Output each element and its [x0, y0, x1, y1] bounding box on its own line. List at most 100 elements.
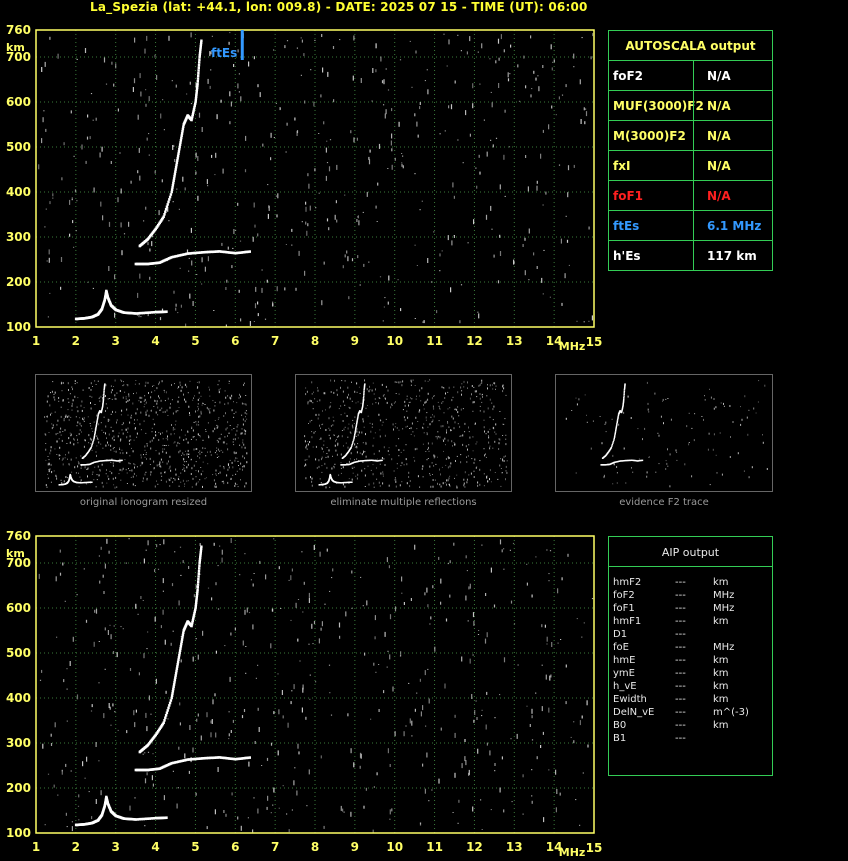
thumb-noise — [449, 475, 451, 477]
thumb-noise — [352, 468, 354, 469]
trace-point — [148, 817, 151, 820]
thumb-noise — [306, 448, 308, 450]
thumb-noise — [198, 381, 200, 384]
thumb-noise — [305, 477, 307, 480]
thumb-noise — [64, 429, 66, 432]
noise-dot — [555, 114, 557, 116]
noise-dot — [112, 703, 114, 707]
noise-dot — [81, 144, 83, 150]
thumb-noise — [240, 395, 241, 398]
thumb-noise — [447, 421, 449, 424]
noise-dot — [588, 320, 590, 322]
thumb-noise — [77, 438, 78, 441]
thumb-noise — [314, 431, 316, 433]
noise-dot — [472, 612, 475, 618]
thumb-noise — [406, 463, 408, 466]
thumb-noise — [399, 484, 401, 487]
thumb-trace — [616, 418, 619, 421]
thumb-trace — [608, 463, 610, 466]
thumb-trace — [627, 459, 629, 462]
trace-point — [183, 253, 186, 256]
thumb-noise — [122, 432, 124, 435]
thumb-noise — [200, 467, 202, 468]
thumb-noise — [219, 437, 221, 440]
thumb-noise — [202, 470, 204, 472]
noise-dot — [313, 545, 315, 550]
thumb-noise — [222, 451, 224, 453]
noise-dot — [336, 164, 338, 170]
noise-dot — [261, 269, 263, 271]
thumb-trace — [101, 460, 103, 462]
trace-point — [133, 818, 136, 821]
noise-dot — [109, 624, 111, 626]
ionogram-main-chart: 1 2 3 4 5 6 7 8 9 10 11 12 13 14 15MHz1002003004005006… — [6, 23, 602, 353]
thumb-noise — [424, 380, 426, 382]
noise-dot — [296, 790, 298, 796]
noise-dot — [591, 598, 594, 600]
thumb-noise — [663, 422, 664, 425]
noise-dot — [65, 763, 67, 767]
noise-dot — [253, 573, 255, 574]
thumb-noise — [190, 438, 192, 440]
trace-point — [180, 640, 183, 643]
noise-dot — [323, 261, 325, 265]
thumb-noise — [134, 427, 136, 430]
thumb-noise — [121, 380, 123, 382]
thumb-trace — [363, 384, 366, 386]
thumb-noise — [325, 456, 327, 458]
thumb-noise — [657, 432, 659, 434]
thumb-noise — [71, 405, 73, 407]
noise-dot — [207, 587, 210, 589]
noise-dot — [291, 690, 293, 692]
noise-dot — [403, 731, 405, 737]
noise-dot — [579, 824, 581, 826]
thumb-noise — [185, 450, 186, 452]
noise-dot — [285, 151, 287, 153]
thumb-trace — [100, 410, 103, 413]
trace-point — [199, 550, 202, 554]
trace-point — [162, 310, 166, 314]
trace-point — [180, 638, 184, 641]
trace-point — [145, 262, 148, 266]
noise-dot — [481, 43, 483, 49]
trace-point — [188, 252, 191, 255]
y-tick-label: 400 — [6, 185, 31, 199]
noise-dot — [351, 607, 353, 609]
thumb-noise — [45, 484, 47, 487]
thumb-noise — [494, 472, 496, 473]
thumb-noise — [467, 387, 468, 389]
noise-dot — [86, 136, 89, 140]
noise-dot — [142, 600, 144, 601]
autoscala-key: h'Es — [613, 249, 641, 263]
noise-dot — [467, 620, 469, 622]
noise-dot — [362, 211, 364, 213]
noise-dot — [414, 708, 416, 712]
noise-dot — [188, 566, 190, 569]
trace-point — [164, 210, 167, 214]
noise-dot — [375, 69, 377, 73]
thumb-noise — [489, 469, 491, 472]
thumb-noise — [57, 419, 59, 422]
noise-dot — [460, 284, 463, 286]
thumb-noise — [119, 458, 121, 460]
thumb-noise — [762, 441, 764, 444]
thumb-trace — [88, 463, 91, 466]
noise-dot — [389, 614, 392, 620]
noise-dot — [331, 577, 333, 579]
noise-dot — [195, 638, 197, 640]
thumb-noise — [53, 470, 55, 472]
trace-point — [176, 760, 180, 764]
noise-dot — [252, 829, 254, 833]
noise-dot — [567, 553, 569, 557]
noise-dot — [494, 717, 496, 719]
thumb-noise — [213, 479, 215, 482]
thumb-noise — [223, 482, 225, 485]
trace-point — [182, 631, 185, 635]
thumb-trace — [94, 431, 96, 433]
thumb-noise — [135, 412, 137, 415]
thumb-noise — [340, 386, 341, 389]
noise-dot — [369, 149, 371, 153]
thumb-noise — [351, 400, 353, 402]
thumb-noise — [120, 479, 122, 481]
thumb-trace — [620, 411, 623, 414]
